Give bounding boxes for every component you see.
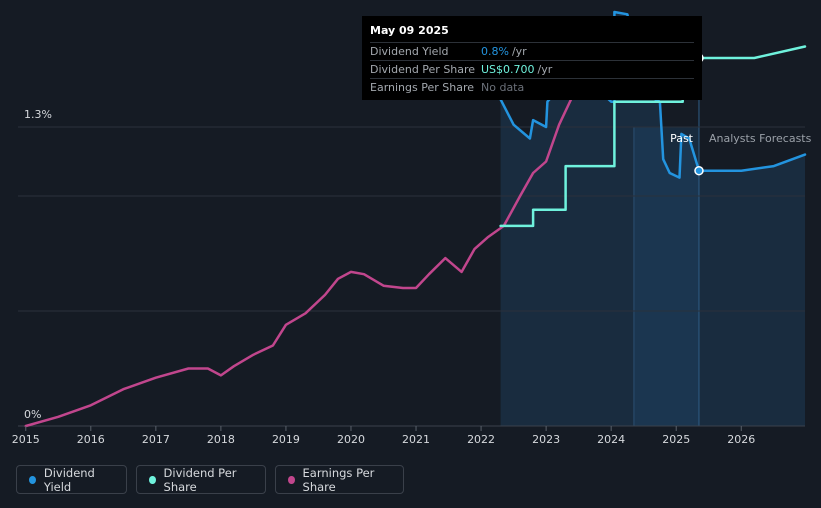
x-tick-label: 2026	[727, 433, 755, 446]
x-tick-label: 2022	[467, 433, 495, 446]
tooltip-row-dividend-yield: Dividend Yield 0.8% /yr	[370, 42, 694, 60]
tooltip-row-dividend-per-share: Dividend Per Share US$0.700 /yr	[370, 60, 694, 78]
past-highlight-band	[633, 127, 699, 426]
tooltip-row-earnings-per-share: Earnings Per Share No data	[370, 78, 694, 96]
dividend-yield-line	[499, 10, 807, 179]
axis-layer: 2015 2016 2017 2018 2019 2020 2021 2022 2023 2024…	[12, 108, 755, 446]
x-tick-label: 2024	[597, 433, 625, 446]
legend-label: Dividend Per Share	[163, 465, 237, 494]
y-tick-label: 1.3%	[24, 108, 52, 121]
x-tick-label: 2017	[142, 433, 170, 446]
tooltip-unit: /yr	[537, 63, 553, 76]
x-tick-label: 2018	[207, 433, 235, 446]
grid-layer	[18, 126, 805, 427]
dividend-yield-marker	[694, 165, 704, 176]
x-tick-label: 2020	[337, 433, 365, 446]
legend-earnings-per-share[interactable]: Earnings Per Share	[275, 465, 404, 494]
x-tick-label: 2021	[402, 433, 430, 446]
tooltip: May 09 2025 Dividend Yield 0.8% /yr Divi…	[362, 16, 702, 100]
legend-dot-icon	[288, 475, 295, 484]
tooltip-value: No data	[481, 81, 525, 94]
x-tick-label: 2015	[12, 433, 40, 446]
tooltip-value: US$0.700	[481, 63, 535, 76]
dividend-per-share-line	[499, 45, 807, 228]
x-tick-label: 2023	[532, 433, 560, 446]
legend-label: Earnings Per Share	[302, 465, 375, 494]
tooltip-label: Dividend Yield	[370, 45, 449, 58]
tooltip-label: Earnings Per Share	[370, 81, 475, 94]
x-tick-label: 2019	[272, 433, 300, 446]
legend-dot-icon	[149, 475, 156, 484]
past-label: Past	[670, 132, 694, 145]
tooltip-label: Dividend Per Share	[370, 63, 476, 76]
tooltip-value: 0.8%	[481, 45, 509, 58]
legend-dividend-yield[interactable]: Dividend Yield	[16, 465, 127, 494]
y-tick-label: 0%	[24, 408, 41, 421]
dividend-yield-area	[500, 12, 805, 426]
forecast-band-layer	[500, 12, 805, 426]
legend-label: Dividend Yield	[43, 465, 95, 494]
analysts-forecasts-label: Analysts Forecasts	[709, 132, 812, 145]
legend-dot-icon	[29, 475, 36, 484]
x-tick-label: 2016	[77, 433, 105, 446]
tooltip-date: May 09 2025	[370, 24, 449, 37]
legend-dividend-per-share[interactable]: Dividend Per Share	[136, 465, 266, 494]
x-tick-label: 2025	[662, 433, 690, 446]
tooltip-unit: /yr	[511, 45, 527, 58]
